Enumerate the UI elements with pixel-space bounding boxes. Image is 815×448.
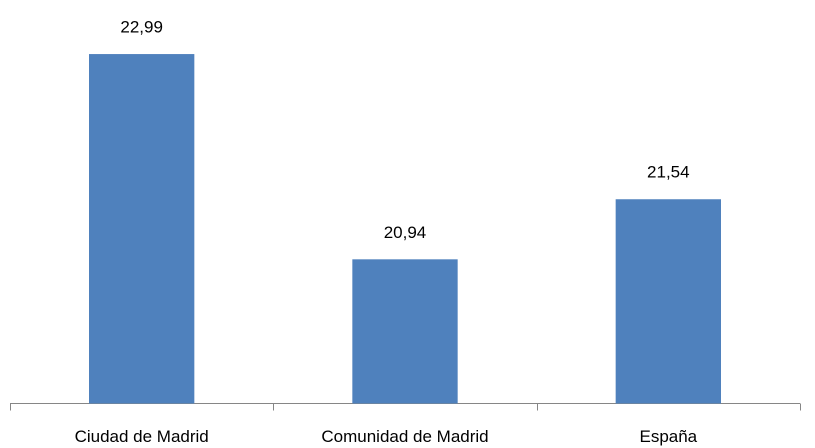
x-tick-label: Ciudad de Madrid (75, 427, 209, 446)
value-label: 20,94 (384, 223, 427, 242)
x-tick-label: España (639, 427, 697, 446)
value-label: 21,54 (647, 163, 690, 182)
bar (352, 259, 458, 404)
value-label: 22,99 (120, 18, 163, 37)
bar (89, 54, 195, 404)
x-tick-label: Comunidad de Madrid (321, 427, 488, 446)
bar (615, 199, 721, 404)
